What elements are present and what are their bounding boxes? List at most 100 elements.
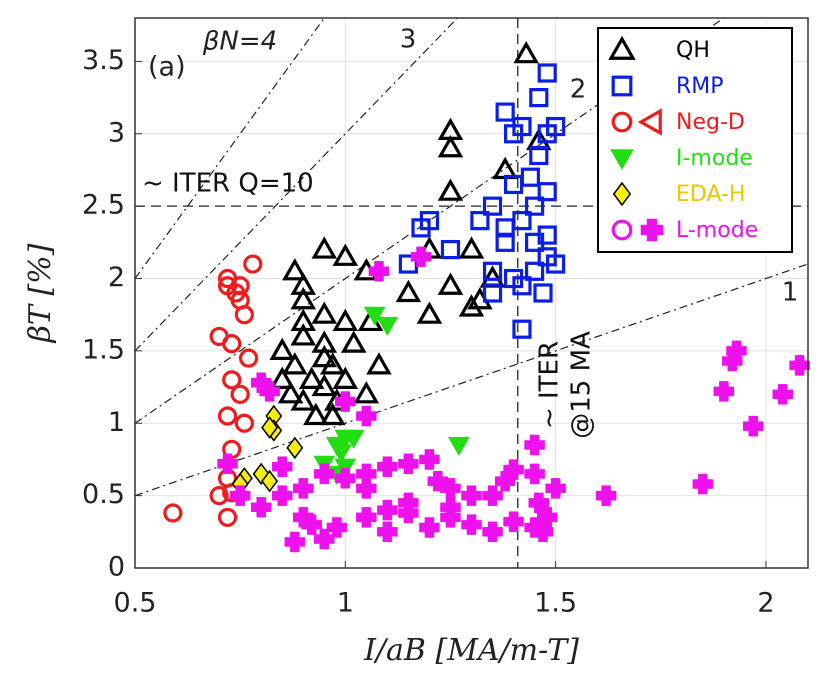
- point: [537, 182, 557, 202]
- point: [261, 469, 279, 493]
- point: [461, 514, 482, 535]
- point: [437, 178, 464, 201]
- point: [395, 279, 422, 303]
- point: [482, 196, 503, 216]
- point: [286, 436, 304, 460]
- point: [458, 236, 485, 259]
- point: [298, 366, 325, 389]
- point: [437, 272, 464, 295]
- point: [416, 301, 443, 324]
- point: [230, 384, 250, 404]
- legend-marker: [611, 219, 633, 241]
- point: [217, 453, 238, 475]
- point: [222, 370, 242, 390]
- point: [259, 381, 280, 402]
- point: [330, 444, 352, 464]
- x-tick-label: 1: [337, 588, 354, 619]
- point: [209, 326, 229, 347]
- point: [284, 531, 306, 553]
- point: [290, 308, 317, 332]
- x-tick-label: 1.5: [534, 588, 577, 619]
- point: [448, 436, 470, 456]
- point: [376, 316, 399, 336]
- point: [512, 319, 532, 339]
- legend-label: L-mode: [676, 218, 758, 243]
- point: [314, 528, 335, 550]
- point: [356, 463, 377, 485]
- legend: QH RMP Neg-D I-mode EDA-H L-mode: [597, 27, 793, 253]
- point: [503, 268, 524, 289]
- point: [692, 473, 714, 495]
- legend-marker: [640, 218, 664, 242]
- point: [269, 366, 295, 389]
- point: [743, 415, 764, 437]
- labels: 0.5 1 1.5 2 0 0.5 1 1.5 2 2.5 3 3.5 I/aB [MA/m-T] βT …: [23, 45, 775, 668]
- point: [440, 496, 461, 518]
- point: [340, 330, 367, 353]
- point: [524, 463, 545, 485]
- point: [356, 405, 377, 427]
- point: [356, 507, 377, 528]
- annotations: (a) 1 2 3 βN=4 ~ ITER Q=10 ~ ITER @15 MA: [142, 25, 798, 439]
- legend-label: QH: [676, 38, 710, 63]
- point: [271, 456, 293, 477]
- point: [524, 232, 545, 252]
- point: [277, 381, 304, 404]
- point: [261, 416, 279, 439]
- point: [427, 470, 449, 492]
- point: [243, 254, 263, 274]
- legend-marker: [608, 35, 636, 60]
- point: [209, 486, 229, 506]
- point: [528, 492, 550, 514]
- point: [482, 261, 503, 281]
- legend-marker: [611, 111, 633, 133]
- x-tick-label: 0.5: [114, 588, 157, 619]
- y-tick-label: 1: [108, 407, 125, 438]
- point: [495, 232, 515, 252]
- y-tick-label: 2.5: [82, 190, 125, 221]
- point: [353, 381, 380, 404]
- point: [342, 429, 365, 449]
- point: [461, 485, 482, 506]
- points: [163, 40, 810, 553]
- point: [326, 517, 348, 538]
- point: [529, 88, 549, 108]
- x-tick-label: 2: [757, 588, 774, 619]
- point: [495, 102, 515, 122]
- point: [377, 456, 398, 477]
- point: [537, 63, 557, 83]
- point: [419, 517, 440, 538]
- point: [314, 463, 335, 485]
- point: [494, 470, 516, 492]
- point: [503, 511, 524, 532]
- point: [230, 290, 250, 310]
- point: [533, 283, 553, 303]
- point: [290, 323, 317, 346]
- legend-label: EDA-H: [676, 182, 746, 207]
- iter-q10-label: ~ ITER Q=10: [142, 169, 314, 199]
- point: [238, 348, 259, 368]
- legend-box: [597, 27, 793, 253]
- point: [269, 337, 295, 360]
- y-axis-label: βT [%]: [23, 243, 58, 343]
- legend-label: RMP: [676, 74, 724, 99]
- y-tick-label: 0: [108, 552, 125, 583]
- iter-15ma-label: @15 MA: [566, 331, 596, 439]
- point: [311, 344, 338, 368]
- point: [229, 485, 251, 506]
- point: [398, 453, 419, 475]
- point: [368, 261, 390, 282]
- y-tick-label: 1.5: [82, 334, 125, 365]
- point: [545, 478, 566, 499]
- point: [722, 350, 743, 372]
- legend-label: I-mode: [676, 146, 753, 171]
- y-tick-label: 3.5: [82, 45, 125, 76]
- point: [234, 413, 254, 433]
- beta-n-line: [135, 263, 808, 497]
- point: [546, 254, 566, 274]
- point: [713, 381, 735, 402]
- point: [363, 306, 386, 326]
- point: [524, 434, 545, 456]
- panel-label: (a): [148, 52, 186, 83]
- point: [503, 174, 524, 195]
